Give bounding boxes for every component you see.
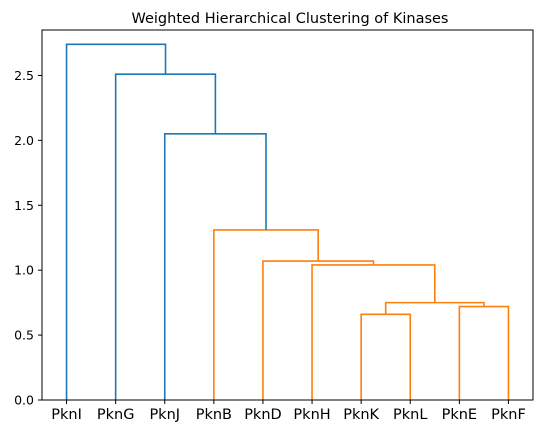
y-tick-label: 0.5 [14, 328, 34, 343]
y-axis-ticks: 0.0 0.5 1.0 1.5 2.0 2.5 [14, 68, 42, 408]
leaf-label: PknD [244, 407, 282, 423]
merge-link [384, 301, 485, 315]
merge-link [213, 229, 319, 400]
y-tick-label: 0.0 [14, 393, 34, 408]
leaf-label: PknK [343, 407, 379, 423]
merge-link [163, 133, 267, 400]
y-tick-label: 1.0 [14, 263, 34, 278]
leaf-label: PknF [491, 407, 526, 423]
leaf-label: PknI [51, 407, 82, 423]
chart-title: Weighted Hierarchical Clustering of Kina… [131, 11, 448, 27]
y-tick-label: 2.5 [14, 68, 34, 83]
merge-link [65, 43, 167, 400]
y-tick-label: 2.0 [14, 133, 34, 148]
leaf-label: PknB [196, 407, 232, 423]
leaf-label: PknH [293, 407, 330, 423]
merge-link [262, 260, 375, 400]
y-tick-label: 1.5 [14, 198, 34, 213]
leaf-label: PknE [442, 407, 478, 423]
leaf-label: PknL [393, 407, 427, 423]
merge-link [360, 313, 412, 400]
leaf-label: PknG [97, 407, 135, 423]
dendrogram-links [65, 43, 510, 400]
plot-frame [41, 29, 534, 401]
leaf-labels: PknI PknG PknJ PknB PknD PknH PknK PknL PknE PknF [51, 400, 526, 423]
merge-link [114, 73, 217, 400]
leaf-label: PknJ [149, 407, 180, 423]
